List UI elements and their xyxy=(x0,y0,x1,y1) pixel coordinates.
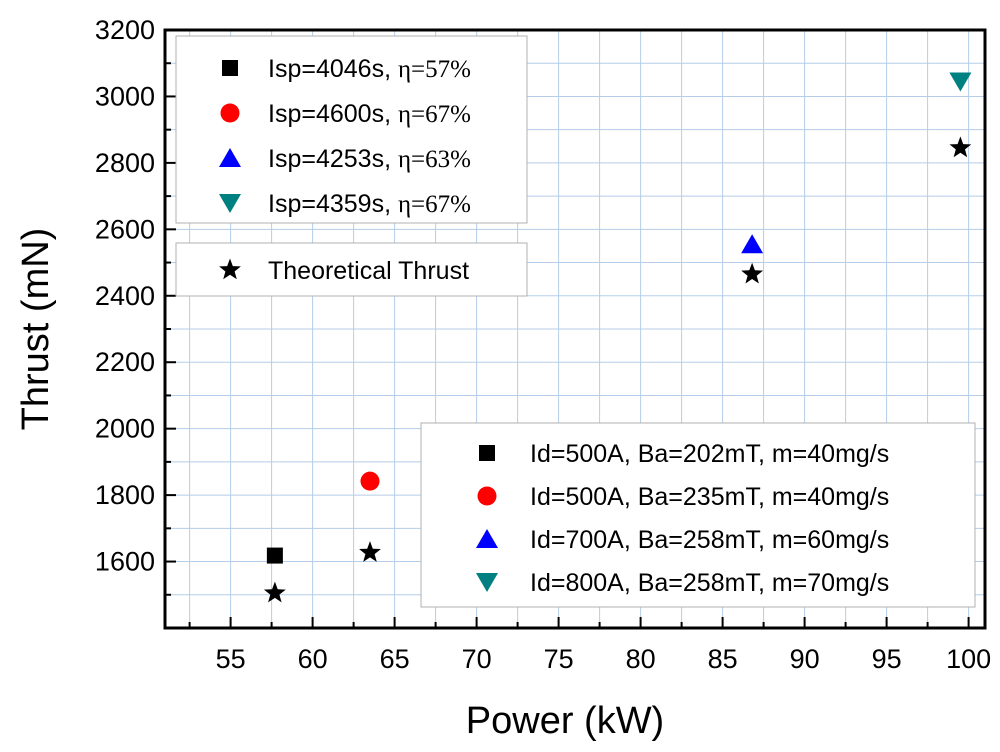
x-tick-label: 95 xyxy=(872,644,902,674)
legend-eta-value: η=63% xyxy=(398,146,471,173)
x-tick-label: 70 xyxy=(462,644,492,674)
x-tick-label: 65 xyxy=(380,644,410,674)
data-points xyxy=(263,72,972,603)
x-tick-label: 75 xyxy=(544,644,574,674)
x-axis-label: Power (kW) xyxy=(466,700,664,742)
legend-isp-marker-2 xyxy=(220,103,240,123)
data-point-3 xyxy=(741,234,764,254)
theory-point-4 xyxy=(949,136,972,158)
theory-point-3 xyxy=(741,262,764,284)
x-tick-label: 80 xyxy=(626,644,656,674)
y-tick-label: 2000 xyxy=(95,414,155,444)
y-tick-label: 2200 xyxy=(95,347,155,377)
theory-point-1 xyxy=(263,581,286,603)
legend-condition-label-3: Id=700A, Ba=258mT, m=60mg/s xyxy=(530,526,889,554)
plot-frame xyxy=(163,28,987,630)
theory-point-2 xyxy=(359,541,381,562)
tick-labels: 55 60 65 70 75 80 85 90 95 100 1600 1800 2000 2200 240… xyxy=(95,15,991,674)
legend-condition-label-2: Id=500A, Ba=235mT, m=40mg/s xyxy=(530,483,889,511)
data-point-2 xyxy=(360,471,380,491)
legend-isp-marker-3 xyxy=(219,148,241,167)
legend-isp-label-3: Isp=4253s, η=63% xyxy=(268,145,471,173)
y-tick-label: 3000 xyxy=(95,81,155,111)
y-tick-label: 1800 xyxy=(95,480,155,510)
legend-condition-marker-3 xyxy=(476,529,498,548)
x-tick-label: 55 xyxy=(216,644,246,674)
legend-isp-value: Isp=4600s, xyxy=(268,100,398,128)
legend-condition-marker-4 xyxy=(476,573,498,592)
legend-theory-marker xyxy=(219,258,241,280)
legend-isp-value: Isp=4359s, xyxy=(268,190,398,218)
legend-eta-value: η=67% xyxy=(398,101,471,128)
y-tick-label: 3200 xyxy=(95,15,155,45)
y-tick-label: 2600 xyxy=(95,214,155,244)
legend-isp-marker-1 xyxy=(222,60,238,76)
x-tick-label: 85 xyxy=(708,644,738,674)
legend-isp-label-4: Isp=4359s, η=67% xyxy=(268,190,471,218)
legend-condition-marker-1 xyxy=(479,445,495,461)
axis-ticks xyxy=(165,62,970,628)
legend-condition-label-4: Id=800A, Ba=258mT, m=70mg/s xyxy=(530,569,889,597)
legend-isp-label-1: Isp=4046s, η=57% xyxy=(268,55,471,83)
x-tick-label: 60 xyxy=(298,644,328,674)
x-tick-label: 90 xyxy=(790,644,820,674)
legend-theory-label: Theoretical Thrust xyxy=(268,257,469,285)
y-tick-label: 1600 xyxy=(95,547,155,577)
legend-eta-value: η=57% xyxy=(398,56,471,83)
y-tick-label: 2400 xyxy=(95,281,155,311)
legend-conditions-box xyxy=(420,422,976,608)
data-point-4 xyxy=(949,72,972,92)
x-tick-label: 100 xyxy=(946,644,991,674)
legend-isp-marker-4 xyxy=(219,194,241,213)
legend-condition-label-1: Id=500A, Ba=202mT, m=40mg/s xyxy=(530,440,889,468)
data-point-1 xyxy=(266,547,283,564)
legend-isp-value: Isp=4253s, xyxy=(268,145,398,173)
legends: Isp=4046s, η=57%Isp=4600s, η=67%Isp=4253… xyxy=(175,35,976,608)
legend-eta-value: η=67% xyxy=(398,191,471,218)
legend-isp-value: Isp=4046s, xyxy=(268,55,398,83)
legend-isp-label-2: Isp=4600s, η=67% xyxy=(268,100,471,128)
legend-condition-marker-2 xyxy=(477,486,497,506)
y-tick-label: 2800 xyxy=(95,148,155,178)
y-axis-label: Thrust (mN) xyxy=(15,228,57,431)
